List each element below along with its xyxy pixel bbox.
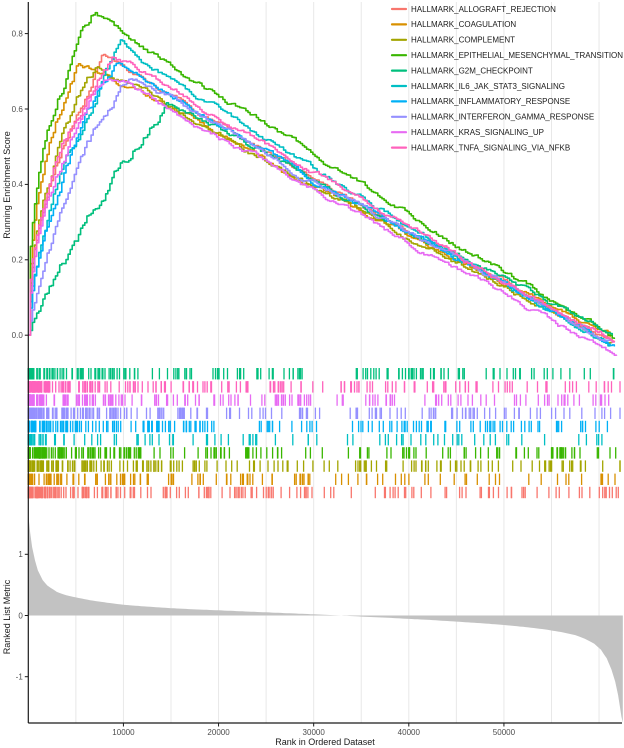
x-tick-label: 50000 xyxy=(493,728,516,737)
metric-y-tick-label: 0 xyxy=(18,611,23,620)
res-curve-hallmark_kras_signaling_up xyxy=(28,78,618,356)
legend-entry-label: HALLMARK_KRAS_SIGNALING_UP xyxy=(411,128,544,137)
legend-entry-label: HALLMARK_INFLAMMATORY_RESPONSE xyxy=(411,97,570,106)
x-tick-label: 10000 xyxy=(112,728,135,737)
res-y-tick-label: 0.4 xyxy=(12,180,24,189)
rug-row-hallmark_kras_signaling_up xyxy=(27,394,610,406)
legend-entry: HALLMARK_COAGULATION xyxy=(390,20,516,29)
gene-position-rug-panel xyxy=(27,368,621,499)
res-curve-hallmark_epithelial_mesenchymal_transition xyxy=(28,11,616,339)
legend-entry: HALLMARK_EPITHELIAL_MESENCHYMAL_TRANSITI… xyxy=(390,51,623,60)
ranked-list-metric-area xyxy=(28,514,623,723)
res-y-axis-title: Running Enrichment Score xyxy=(2,131,12,239)
rug-row-hallmark_complement xyxy=(27,460,621,472)
legend-entry: HALLMARK_KRAS_SIGNALING_UP xyxy=(390,128,544,137)
legend-entry: HALLMARK_COMPLEMENT xyxy=(390,36,515,45)
metric-y-tick-label: 1 xyxy=(18,550,23,559)
rug-row-hallmark_tnfa_signaling_via_nfkb xyxy=(27,381,621,393)
rug-row-hallmark_interferon_gamma_response xyxy=(27,407,621,419)
x-tick-label: 20000 xyxy=(207,728,230,737)
legend-entry: HALLMARK_G2M_CHECKPOINT xyxy=(390,66,533,75)
gridlines xyxy=(75,2,600,723)
legend-entry: HALLMARK_INFLAMMATORY_RESPONSE xyxy=(390,97,570,106)
rug-row-hallmark_allograft_rejection xyxy=(27,486,619,499)
ranked-metric-area-shape xyxy=(28,514,623,723)
metric-y-axis-title: Ranked List Metric xyxy=(2,579,12,654)
rug-row-hallmark_coagulation xyxy=(27,473,616,485)
res-y-tick-label: 0.0 xyxy=(12,331,24,340)
rug-row-hallmark_il6_jak_stat3_signaling xyxy=(27,434,603,446)
legend-entry: HALLMARK_TNFA_SIGNALING_VIA_NFKB xyxy=(390,143,570,152)
res-curve-hallmark_complement xyxy=(28,66,613,344)
axes: 0.0 0.2 0.4 0.6 0.8 -1 0 1 10000 20000 30000 40000 5… xyxy=(12,2,622,737)
x-tick-label: 30000 xyxy=(303,728,326,737)
legend-entry-label: HALLMARK_TNFA_SIGNALING_VIA_NFKB xyxy=(411,143,570,152)
legend-entry-label: HALLMARK_G2M_CHECKPOINT xyxy=(411,66,533,75)
res-curve-hallmark_g2m_checkpoint xyxy=(28,102,613,336)
res-curve-hallmark_tnfa_signaling_via_nfkb xyxy=(28,56,616,343)
res-y-tick-label: 0.8 xyxy=(12,29,24,38)
legend-entry-label: HALLMARK_IL6_JAK_STAT3_SIGNALING xyxy=(411,82,565,91)
legend-entry: HALLMARK_ALLOGRAFT_REJECTION xyxy=(390,5,556,14)
rug-row-hallmark_g2m_checkpoint xyxy=(27,368,615,380)
legend-entry-label: HALLMARK_INTERFERON_GAMMA_RESPONSE xyxy=(411,113,594,122)
x-tick-label: 40000 xyxy=(398,728,421,737)
res-y-tick-label: 0.2 xyxy=(12,256,24,265)
rug-row-hallmark_epithelial_mesenchymal_transition xyxy=(27,447,617,459)
legend-entry: HALLMARK_INTERFERON_GAMMA_RESPONSE xyxy=(390,113,594,122)
legend-entry-label: HALLMARK_COMPLEMENT xyxy=(411,36,515,45)
legend-entry: HALLMARK_IL6_JAK_STAT3_SIGNALING xyxy=(390,82,565,91)
res-y-tick-label: 0.6 xyxy=(12,105,24,114)
legend-entry-label: HALLMARK_COAGULATION xyxy=(411,20,516,29)
metric-y-tick-label: -1 xyxy=(16,673,24,682)
legend: HALLMARK_ALLOGRAFT_REJECTION HALLMARK_COA… xyxy=(390,5,623,152)
legend-entry-label: HALLMARK_ALLOGRAFT_REJECTION xyxy=(411,5,556,14)
legend-entry-label: HALLMARK_EPITHELIAL_MESENCHYMAL_TRANSITI… xyxy=(411,51,623,60)
x-axis-title: Rank in Ordered Dataset xyxy=(275,737,375,747)
running-enrichment-curves xyxy=(28,11,618,356)
rug-row-hallmark_inflammatory_response xyxy=(27,420,609,433)
